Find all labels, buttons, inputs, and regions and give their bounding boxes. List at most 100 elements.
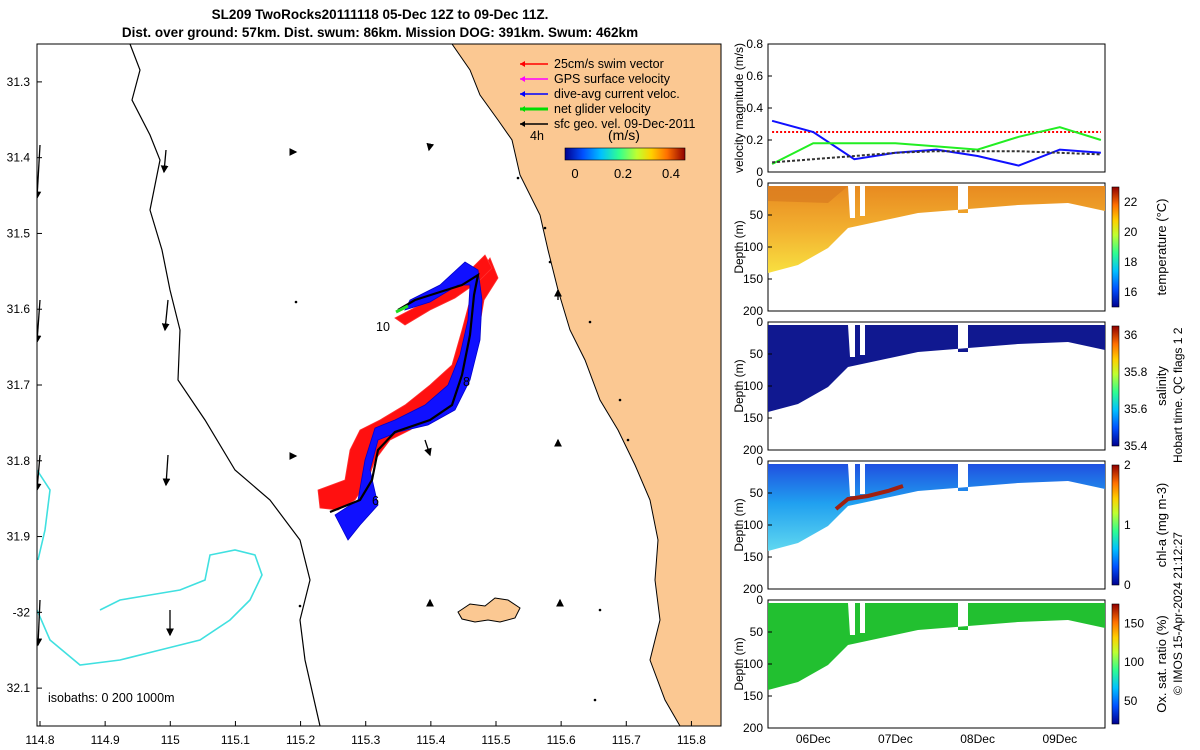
- section-data-field: [768, 325, 1105, 412]
- isobath-1000m: [37, 469, 263, 666]
- island-rottnest: [457, 597, 521, 623]
- section-colorbar: [1111, 186, 1120, 308]
- section-ylabel: Depth (m): [732, 637, 746, 690]
- colorbar-tick-label: 0.4: [662, 166, 680, 181]
- section-y-tick-label: 150: [743, 411, 763, 425]
- legend-label: sfc geo. vel. 09-Dec-2011: [554, 117, 696, 131]
- section-colorbar-tick: 35.8: [1124, 365, 1148, 379]
- section-y-tick-label: 0: [756, 315, 763, 329]
- section-y-tick-label: 0: [756, 176, 763, 190]
- isobath-200m: [129, 44, 321, 726]
- legend-arrowhead: [520, 91, 525, 97]
- section-panel: 0 50 100 150 200 Depth (m) 50 100 150 Ox. sat. ra…: [732, 593, 1169, 735]
- section-panel: 0 50 100 150 200 Depth (m) 35.4 35.6 35.8 36 salin…: [732, 315, 1169, 457]
- map-title-line-1: SL209 TwoRocks20111118 05-Dec 12Z to 09-…: [211, 7, 549, 22]
- map-y-tick-label: 31.3: [7, 75, 31, 89]
- warm-surface-patch: [768, 186, 848, 203]
- section-y-tick-label: 200: [743, 582, 763, 596]
- chl-max-layer: [834, 484, 904, 511]
- map-y-ticks: 31.3 31.4 31.5 31.6 31.7 31.8 31.9 -32 32.1: [7, 75, 42, 695]
- section-y-tick-label: 100: [743, 379, 763, 393]
- velocity-y-tick-label: 0.8: [746, 37, 763, 51]
- section-panel: 0 50 100 150 200 Depth (m) 0 1 2 chl-a (mg m-3): [732, 454, 1169, 596]
- section-colorbar-label: salinity: [1154, 366, 1169, 406]
- map-x-ticks: 114.8 114.9 115 115.1 115.2 115.3 115.4 115.5 11…: [25, 721, 706, 747]
- section-colorbar-tick: 0: [1124, 578, 1131, 592]
- section-colorbar: [1111, 603, 1120, 725]
- section-ylabel: Depth (m): [732, 359, 746, 412]
- panel-x-tick-label: 07Dec: [878, 732, 913, 746]
- section-y-tick-label: 200: [743, 443, 763, 457]
- section-panel: 0 50 100 150 200 Depth (m) 16 18 20 22 temperature…: [732, 176, 1169, 318]
- velocity-y-tick-label: 0.2: [746, 133, 763, 147]
- section-colorbar-tick: 2: [1124, 458, 1131, 472]
- track-label-8: 8: [463, 375, 470, 389]
- map-x-tick-label: 115.8: [677, 733, 706, 747]
- section-colorbar-tick: 150: [1124, 616, 1144, 630]
- legend-label: GPS surface velocity: [554, 72, 671, 86]
- section-y-tick-label: 150: [743, 689, 763, 703]
- speed-colorbar: [564, 147, 686, 161]
- section-colorbar-tick: 36: [1124, 328, 1138, 342]
- map-x-tick-label: 114.8: [25, 733, 54, 747]
- section-colorbar: [1111, 325, 1120, 447]
- section-colorbar-tick: 20: [1124, 225, 1138, 239]
- legend-note: 4h: [530, 129, 544, 143]
- map-y-tick-label: 31.9: [7, 530, 31, 544]
- section-colorbar-tick: 35.4: [1124, 439, 1148, 453]
- side-label-copyright: © IMOS 15-Apr-2024 21:12:27: [1171, 532, 1185, 695]
- velocity-y-tick-label: 0.4: [746, 101, 763, 115]
- section-colorbar-label: temperature (°C): [1154, 199, 1169, 296]
- map-x-tick-label: 115.2: [286, 733, 315, 747]
- section-data-field: [768, 603, 1105, 690]
- velocity-y-tick-label: 0.6: [746, 69, 763, 83]
- map-x-tick-label: 115.1: [221, 733, 250, 747]
- map-x-tick-label: 115.6: [547, 733, 576, 747]
- map-x-tick-label: 115.4: [416, 733, 445, 747]
- section-colorbar-tick: 22: [1124, 195, 1138, 209]
- sfc-geo-velocity-arrows: [37, 142, 564, 647]
- section-colorbar-tick: 16: [1124, 285, 1138, 299]
- side-label-qc: Hobart time. QC flags 1 2: [1171, 327, 1185, 463]
- velocity-y-ticks: 0 0.2 0.4 0.6 0.8: [746, 37, 772, 179]
- section-y-tick-label: 150: [743, 550, 763, 564]
- panel-x-tick-label: 08Dec: [960, 732, 995, 746]
- section-y-tick-label: 100: [743, 240, 763, 254]
- velocity-series-line: [771, 119, 1101, 167]
- section-colorbar-tick: 100: [1124, 655, 1144, 669]
- panel-x-tick-label: 06Dec: [796, 732, 831, 746]
- section-colorbar: [1111, 464, 1120, 586]
- panel-x-ticks: 06Dec 07Dec 08Dec 09Dec: [796, 732, 1077, 746]
- section-y-tick-label: 100: [743, 518, 763, 532]
- section-ylabel: Depth (m): [732, 220, 746, 273]
- velocity-panel: 0 0.2 0.4 0.6 0.8 velocity magnitude (m/s): [732, 37, 1106, 179]
- map-y-tick-label: 31.4: [7, 151, 31, 165]
- map-x-tick-label: 115.5: [481, 733, 510, 747]
- glider-track-line: [329, 272, 480, 514]
- isobaths-label: isobaths: 0 200 1000m: [48, 691, 174, 705]
- velocity-y-tick-label: 0: [756, 165, 763, 179]
- section-y-tick-label: 100: [743, 657, 763, 671]
- section-colorbar-tick: 18: [1124, 255, 1138, 269]
- map-x-tick-label: 115: [161, 733, 180, 747]
- map-y-tick-label: 31.6: [7, 302, 31, 316]
- colorbar-unit: (m/s): [608, 127, 640, 143]
- section-y-tick-label: 200: [743, 304, 763, 318]
- speed-colorbar-ticks: 0 0.2 0.4: [571, 166, 680, 181]
- map-x-tick-label: 115.7: [612, 733, 641, 747]
- legend-arrowhead: [520, 121, 525, 127]
- map-y-tick-label: -32: [13, 605, 31, 619]
- section-y-tick-label: 0: [756, 593, 763, 607]
- map-title-line-2: Dist. over ground: 57km. Dist. swum: 86k…: [121, 25, 639, 40]
- section-colorbar-tick: 1: [1124, 518, 1131, 532]
- land-area: [451, 44, 721, 726]
- legend-label: 25cm/s swim vector: [554, 57, 664, 71]
- section-y-tick-label: 200: [743, 721, 763, 735]
- velocity-series-line: [771, 126, 1102, 165]
- map-y-tick-label: 32.1: [7, 681, 31, 695]
- map-y-tick-label: 31.7: [7, 378, 31, 392]
- section-y-tick-label: 150: [743, 272, 763, 286]
- section-y-tick-label: 0: [756, 454, 763, 468]
- map-y-tick-label: 31.5: [7, 226, 31, 240]
- colorbar-tick-label: 0.2: [614, 166, 632, 181]
